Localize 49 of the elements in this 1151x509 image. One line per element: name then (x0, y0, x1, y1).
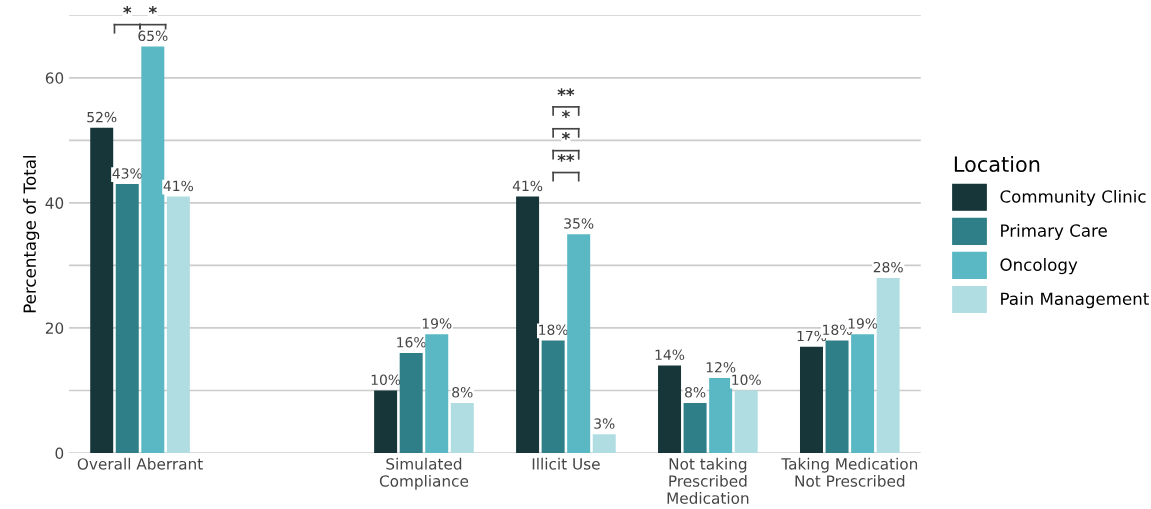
bar (683, 402, 707, 454)
data-label: 14% (655, 349, 685, 360)
bar (166, 196, 190, 454)
bar (734, 390, 758, 454)
data-label: 35% (564, 218, 594, 229)
y-axis-title: Percentage of Total (23, 156, 40, 313)
legend-label: Primary Care (1001, 223, 1107, 241)
legend-label: Pain Management (1001, 292, 1149, 309)
data-label: 65% (138, 30, 168, 42)
x-tick-label: Taking Medication Not Prescribed (781, 457, 918, 487)
data-label: 8% (685, 387, 706, 398)
legend-title: Location (954, 155, 1040, 173)
bar (450, 402, 474, 454)
y-tick-label: 60 (45, 72, 64, 84)
annotation: * (561, 132, 570, 140)
annotation: * (561, 110, 570, 118)
bar (876, 277, 900, 454)
legend-label: Community Clinic (1000, 189, 1146, 207)
y-tick-label: 20 (45, 322, 64, 334)
bar (374, 390, 398, 454)
legend-label: Oncology (1000, 258, 1078, 275)
bar (709, 377, 733, 454)
data-label: 10% (371, 374, 401, 386)
data-label: 28% (873, 261, 903, 273)
annotation: ** (557, 88, 575, 97)
data-label: 41% (512, 180, 543, 192)
text: * (148, 6, 157, 14)
bar (90, 127, 114, 454)
data-label: 41% (163, 180, 194, 192)
bar (115, 184, 139, 454)
x-tick-label: Simulated Compliance (379, 457, 469, 490)
data-label: 12% (706, 361, 736, 373)
bar (399, 352, 423, 454)
data-label: 52% (87, 111, 117, 123)
data-label: 8% (452, 387, 473, 398)
x-tick-label: Not taking Prescribed Medication (667, 457, 749, 504)
data-label: 10% (732, 374, 761, 386)
data-label: 3% (594, 418, 615, 429)
x-tick-label: Illicit Use (532, 457, 600, 470)
bar (516, 196, 540, 454)
data-label: 19% (422, 318, 452, 329)
bar (425, 334, 449, 454)
y-tick-label: 40 (45, 197, 64, 209)
y-tick-label: 0 (55, 447, 64, 460)
bar (141, 46, 165, 454)
annotation: ** (557, 153, 575, 162)
text: * (123, 6, 132, 14)
bar (799, 346, 823, 454)
x-tick-label: Overall Aberrant (77, 457, 203, 470)
